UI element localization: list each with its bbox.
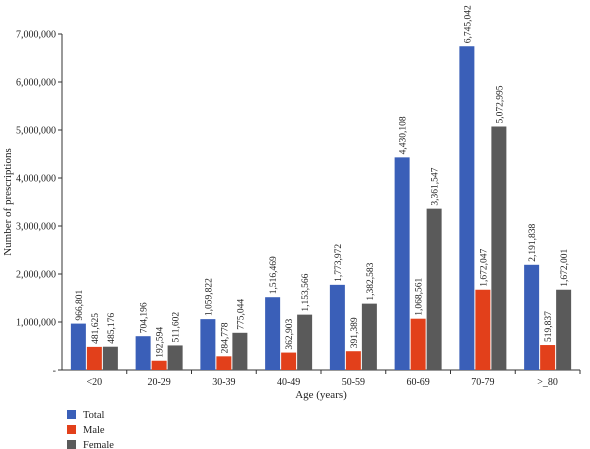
y-tick-label: -	[53, 366, 56, 377]
data-label: 3,361,547	[431, 167, 441, 205]
bar-total	[524, 264, 540, 370]
bar-male	[540, 345, 556, 370]
bar-total	[459, 46, 475, 371]
y-tick-label: 1,000,000	[16, 318, 56, 329]
bar-total	[394, 157, 410, 370]
x-tick-label: 50-59	[342, 377, 365, 388]
bar-male	[216, 356, 232, 370]
data-label: 1,153,566	[301, 273, 311, 311]
data-label: 391,389	[350, 317, 360, 348]
y-tick-label: 3,000,000	[16, 222, 56, 233]
data-label: 2,191,838	[528, 224, 538, 262]
y-tick-label: 7,000,000	[16, 30, 56, 41]
bar-female	[491, 126, 507, 370]
data-label: 481,625	[91, 313, 101, 344]
x-tick-label: <20	[87, 377, 103, 388]
bar-total	[265, 297, 281, 370]
data-label: 6,745,042	[463, 5, 473, 43]
data-label: 1,382,583	[366, 262, 376, 300]
x-tick-label: 30-39	[212, 377, 235, 388]
legend-swatch-total	[67, 410, 76, 419]
data-label: 485,176	[107, 313, 117, 344]
bar-female	[232, 332, 248, 370]
bar-female	[297, 314, 313, 370]
x-tick-label: 60-69	[406, 377, 429, 388]
data-label: 1,059,822	[204, 278, 214, 316]
data-labels: 966,801 481,625 485,176 704,196 192,594 511,6…	[75, 5, 570, 358]
legend-label-total: Total	[83, 410, 105, 421]
legend-label-male: Male	[83, 425, 105, 436]
data-label: 362,903	[285, 318, 295, 349]
legend-swatch-male	[67, 425, 76, 434]
data-label: 1,068,561	[415, 277, 425, 315]
x-tick-label: 40-49	[277, 377, 300, 388]
y-tick-label: 6,000,000	[16, 78, 56, 89]
data-label: 192,594	[156, 327, 166, 358]
x-tick-label: >_80	[537, 377, 558, 388]
x-tick-label: 70-79	[471, 377, 494, 388]
data-label: 284,778	[220, 322, 230, 353]
data-label: 5,072,995	[495, 85, 505, 123]
y-tick-label: 2,000,000	[16, 270, 56, 281]
data-label: 1,773,972	[334, 244, 344, 282]
data-label: 4,430,108	[399, 116, 409, 154]
bar-female	[102, 346, 118, 370]
bar-total	[200, 319, 216, 370]
data-label: 775,044	[236, 299, 246, 330]
bar-total	[70, 323, 86, 370]
bar-male	[410, 318, 426, 370]
bar-male	[475, 289, 491, 370]
data-label: 1,672,001	[560, 248, 570, 286]
bar-total	[329, 284, 345, 370]
x-axis-title: Age (years)	[295, 389, 347, 401]
bar-male	[345, 351, 361, 370]
bar-male	[151, 360, 167, 370]
bar-female	[426, 208, 442, 370]
bar-male	[86, 346, 102, 370]
bar-female	[167, 345, 183, 370]
y-tick-label: 4,000,000	[16, 174, 56, 185]
data-label: 519,837	[544, 311, 554, 342]
legend-swatch-female	[67, 440, 76, 449]
bar-male	[281, 352, 297, 370]
legend: Total Male Female	[67, 410, 114, 449]
data-label: 704,196	[140, 302, 150, 333]
y-axis-title: Number of prescriptions	[2, 148, 14, 256]
bar-female	[361, 303, 377, 370]
data-label: 1,672,047	[479, 248, 489, 286]
bar-total	[135, 336, 151, 370]
bar-female	[556, 289, 572, 370]
x-axis: <20 20-29 30-39 40-49 50-59 60-69 70-79 >_80	[62, 369, 581, 388]
bars	[70, 46, 572, 371]
y-axis: - 1,000,000 2,000,000 3,000,000 4,000,000 5,0…	[16, 30, 63, 377]
x-tick-label: 20-29	[147, 377, 170, 388]
data-label: 511,602	[172, 312, 182, 343]
y-tick-label: 5,000,000	[16, 126, 56, 137]
data-label: 966,801	[75, 289, 85, 320]
data-label: 1,516,469	[269, 256, 279, 294]
legend-label-female: Female	[83, 440, 114, 449]
